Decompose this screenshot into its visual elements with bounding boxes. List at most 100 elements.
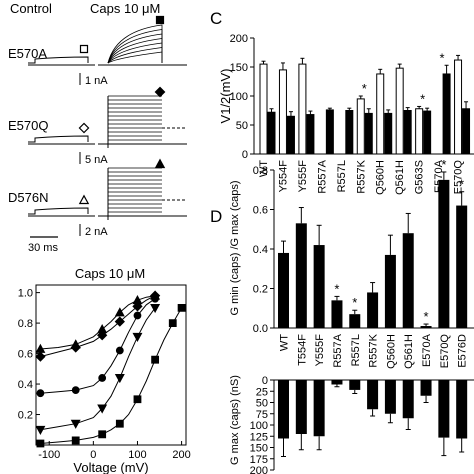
d-significance: * xyxy=(352,295,357,310)
d-significance: * xyxy=(459,177,464,192)
caps-label: Caps 10 μM xyxy=(90,1,160,16)
c-category-label: Y555F xyxy=(297,160,309,193)
g-bar xyxy=(456,380,468,439)
panel-label-d: D xyxy=(210,207,222,226)
caps-symbol xyxy=(155,15,165,25)
y-tick-label: 0.4 xyxy=(18,379,33,391)
d-category-label: WT xyxy=(279,334,291,351)
c-category-label: Q561H xyxy=(394,160,406,195)
d-bar xyxy=(402,233,414,328)
c-category-label: Q560H xyxy=(375,160,387,195)
d-bar xyxy=(313,245,325,328)
data-point xyxy=(35,343,46,353)
g-bar xyxy=(420,380,432,396)
mutant-label: E570Q xyxy=(8,118,48,133)
mutant-label: D576N xyxy=(8,190,48,205)
data-point xyxy=(97,404,108,414)
data-point xyxy=(150,303,161,314)
d-y-tick-label: 0.2 xyxy=(253,284,268,296)
c-bar xyxy=(384,112,393,155)
control-label: Control xyxy=(10,1,52,16)
c-bar xyxy=(376,73,385,155)
g-y-tick-label: 50 xyxy=(256,398,268,410)
d-y-tick-label: 0.8 xyxy=(253,165,268,177)
control-trace xyxy=(28,207,89,215)
d-y-axis-label: G min (caps) /G max (caps) xyxy=(229,180,241,315)
caps-symbol xyxy=(154,86,166,98)
c-bar xyxy=(395,67,404,155)
control-trace xyxy=(28,56,89,64)
d-category-label: E570A xyxy=(421,333,433,367)
control-trace xyxy=(28,135,89,143)
d-bar xyxy=(420,326,432,328)
c-significance: * xyxy=(420,91,425,106)
mutant-label: E570A xyxy=(8,46,47,61)
d-category-label: R557L xyxy=(350,334,362,366)
data-point xyxy=(36,389,45,398)
data-point xyxy=(35,351,46,362)
c-y-axis-label: V1/2(mV) xyxy=(218,69,233,124)
c-significance: * xyxy=(440,50,445,65)
c-category-label: G563S xyxy=(414,160,426,194)
y-tick-label: 1.0 xyxy=(18,288,33,300)
data-point xyxy=(35,425,46,435)
g-bar xyxy=(295,380,307,434)
g-bar xyxy=(278,380,289,439)
control-symbol xyxy=(79,44,89,54)
g-y-tick-label: 100 xyxy=(250,420,268,432)
scale-label: 1 nA xyxy=(85,75,108,87)
caps-trace xyxy=(107,24,163,64)
control-symbol xyxy=(78,194,90,205)
g-bar xyxy=(331,380,343,385)
c-bar xyxy=(454,59,463,155)
c-y-tick-label: 100 xyxy=(230,91,248,103)
c-category-label: R557K xyxy=(355,159,367,193)
d-bar xyxy=(331,300,343,328)
c-bar xyxy=(423,110,432,155)
line-chart-frame xyxy=(35,284,187,446)
scale-label: 5 nA xyxy=(85,154,108,166)
x-tick-label: -100 xyxy=(38,449,60,461)
data-point xyxy=(151,355,160,364)
data-point xyxy=(168,319,177,327)
series-line xyxy=(40,298,156,394)
series-line xyxy=(40,295,156,350)
c-significance: * xyxy=(362,81,367,96)
g-y-tick-label: 200 xyxy=(250,465,268,474)
c-category-label: Y554F xyxy=(277,160,289,193)
series-line xyxy=(40,307,183,444)
control-symbol xyxy=(78,122,90,134)
series-line xyxy=(40,307,156,431)
d-category-label: R557A xyxy=(332,333,344,367)
c-bar xyxy=(259,63,268,155)
data-point xyxy=(70,339,81,349)
data-point xyxy=(132,332,143,343)
x-tick-label: 0 xyxy=(90,449,96,461)
g-bar xyxy=(438,380,450,438)
data-point xyxy=(132,295,143,305)
g-y-tick-label: 125 xyxy=(250,431,268,443)
d-bar xyxy=(456,205,468,328)
g-y-tick-label: 0 xyxy=(262,375,268,387)
c-bar xyxy=(403,110,412,155)
c-bar xyxy=(345,110,354,155)
d-bar xyxy=(438,179,450,328)
d-bar xyxy=(349,314,361,328)
c-bar xyxy=(442,73,451,155)
x-tick-label: 200 xyxy=(172,449,190,461)
d-category-label: E576D xyxy=(457,334,469,368)
c-category-label: E570Q xyxy=(453,160,465,195)
g-bar xyxy=(402,380,414,419)
c-category-label: R557L xyxy=(336,160,348,192)
c-bar xyxy=(267,111,276,155)
d-bar xyxy=(367,292,379,328)
data-point xyxy=(115,419,124,428)
g-y-tick-label: 175 xyxy=(250,454,268,466)
d-category-label: T554F xyxy=(296,334,308,366)
g-y-axis-label: G max (caps) (nS) xyxy=(229,375,241,465)
c-bar xyxy=(325,109,334,155)
time-scale-label: 30 ms xyxy=(28,242,58,254)
d-bar xyxy=(278,252,289,328)
c-bar xyxy=(462,108,471,155)
panel-label-c: C xyxy=(210,9,222,28)
